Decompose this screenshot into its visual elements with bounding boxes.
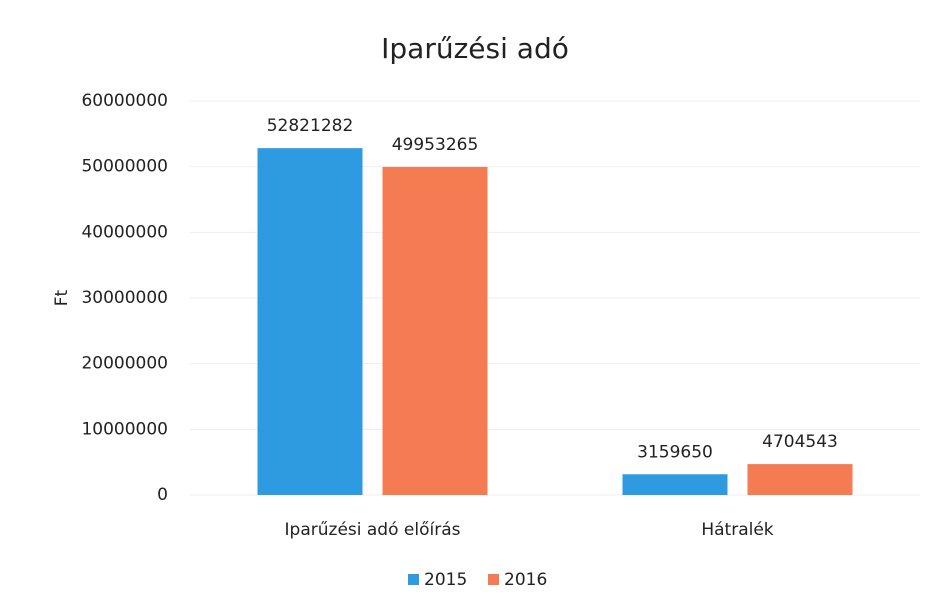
- y-tick-label: 50000000: [81, 157, 168, 177]
- chart-title: Iparűzési adó: [381, 32, 569, 65]
- x-tick-label: Hátralék: [701, 520, 773, 540]
- y-tick-label: 20000000: [81, 354, 168, 374]
- data-label: 52821282: [267, 116, 354, 136]
- y-tick-label: 60000000: [81, 91, 168, 111]
- y-tick-label: 10000000: [81, 419, 168, 439]
- legend-swatch: [488, 574, 499, 585]
- y-tick-label: 30000000: [81, 288, 168, 308]
- bar: [382, 166, 488, 495]
- legend-label: 2015: [424, 570, 467, 590]
- bar: [622, 474, 728, 495]
- y-tick-label: 40000000: [81, 222, 168, 242]
- bar: [257, 148, 363, 495]
- bar: [747, 464, 853, 495]
- x-tick-label: Iparűzési adó előírás: [285, 520, 461, 540]
- y-tick-label: 0: [157, 485, 168, 505]
- data-label: 49953265: [392, 135, 479, 155]
- data-label: 4704543: [762, 432, 838, 452]
- data-label: 3159650: [637, 442, 713, 462]
- legend-label: 2016: [504, 570, 547, 590]
- legend-swatch: [408, 574, 419, 585]
- y-axis-label: Ft: [52, 289, 72, 306]
